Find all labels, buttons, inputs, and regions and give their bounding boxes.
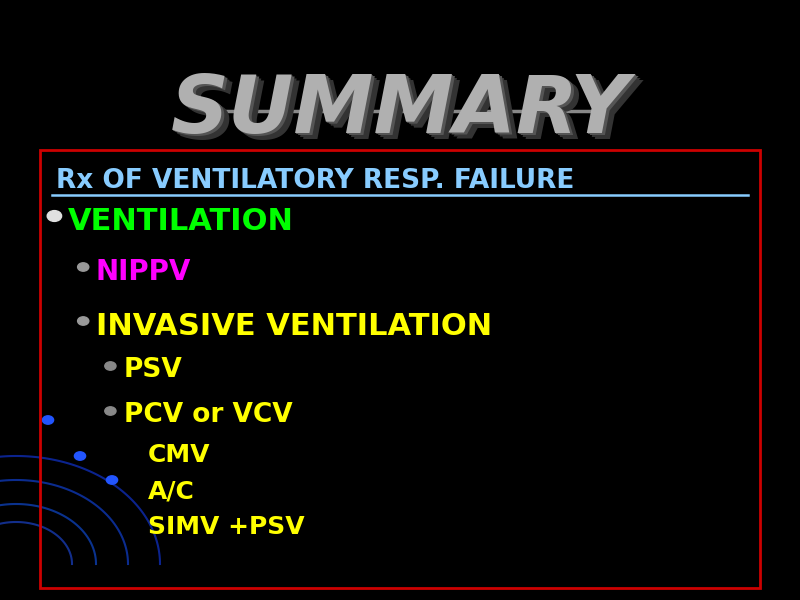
- Text: SUMMARY: SUMMARY: [170, 72, 630, 150]
- Text: SUMMARY: SUMMARY: [176, 76, 635, 154]
- Circle shape: [78, 263, 89, 271]
- Circle shape: [106, 476, 118, 484]
- Circle shape: [78, 317, 89, 325]
- Text: A/C: A/C: [148, 480, 195, 504]
- Text: VENTILATION: VENTILATION: [68, 207, 294, 236]
- Circle shape: [105, 407, 116, 415]
- Text: NIPPV: NIPPV: [96, 258, 191, 286]
- Circle shape: [105, 362, 116, 370]
- Text: SUMMARY: SUMMARY: [174, 74, 633, 152]
- Circle shape: [47, 211, 62, 221]
- Text: SUMMARY: SUMMARY: [178, 78, 638, 156]
- Text: PCV or VCV: PCV or VCV: [124, 402, 293, 428]
- Text: CMV: CMV: [148, 443, 210, 467]
- Text: PSV: PSV: [124, 357, 182, 383]
- Circle shape: [74, 452, 86, 460]
- Circle shape: [42, 416, 54, 424]
- Text: SIMV +PSV: SIMV +PSV: [148, 515, 305, 539]
- Text: Rx OF VENTILATORY RESP. FAILURE: Rx OF VENTILATORY RESP. FAILURE: [56, 168, 574, 194]
- Text: INVASIVE VENTILATION: INVASIVE VENTILATION: [96, 312, 492, 341]
- Text: SUMMARY: SUMMARY: [172, 73, 631, 151]
